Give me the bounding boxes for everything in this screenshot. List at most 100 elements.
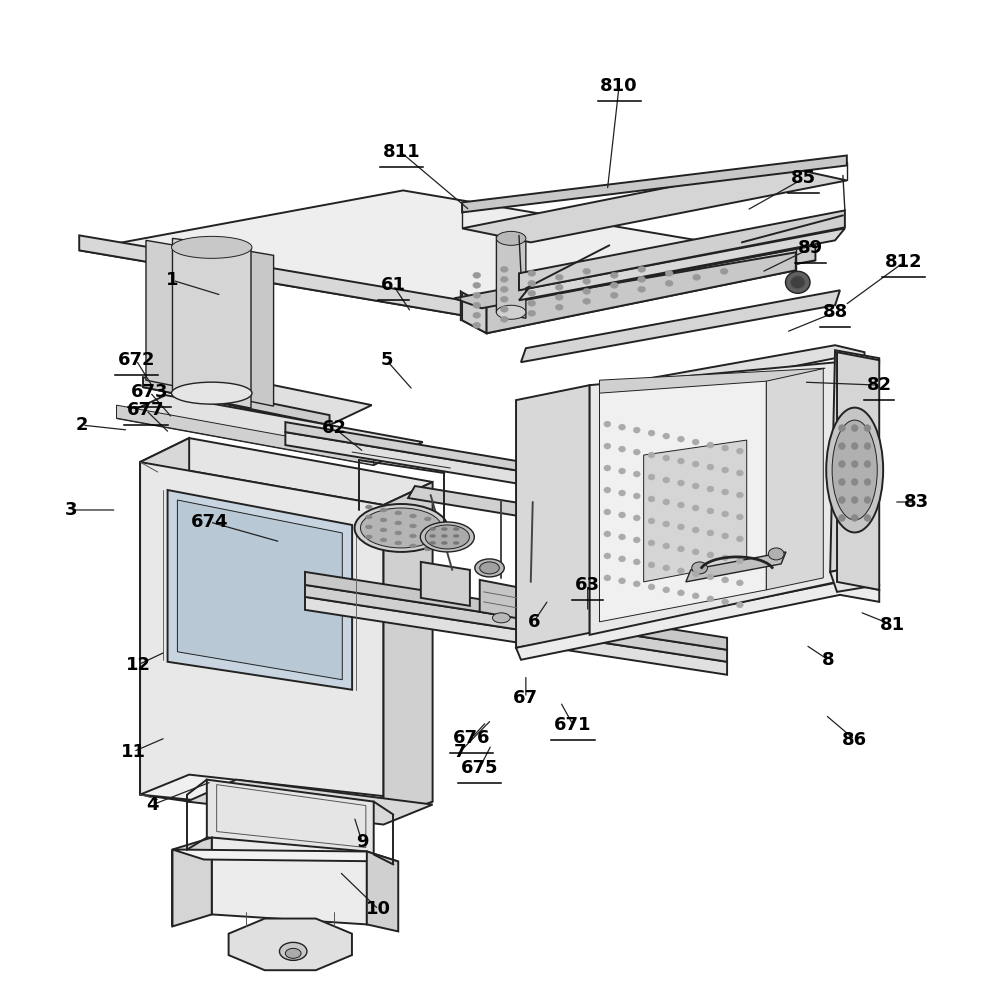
Ellipse shape [722, 577, 728, 583]
Polygon shape [838, 352, 879, 590]
Ellipse shape [851, 443, 858, 450]
Ellipse shape [736, 536, 743, 542]
Ellipse shape [864, 497, 871, 503]
Polygon shape [487, 252, 796, 333]
Polygon shape [383, 482, 433, 820]
Ellipse shape [692, 571, 699, 577]
Polygon shape [462, 165, 846, 242]
Ellipse shape [648, 474, 655, 480]
Text: 672: 672 [117, 351, 155, 369]
Polygon shape [516, 582, 879, 660]
Ellipse shape [693, 274, 701, 280]
Polygon shape [211, 838, 367, 924]
Ellipse shape [677, 524, 684, 530]
Ellipse shape [692, 562, 708, 574]
Ellipse shape [638, 286, 646, 292]
Ellipse shape [618, 556, 625, 562]
Ellipse shape [604, 531, 610, 537]
Ellipse shape [838, 425, 845, 432]
Polygon shape [480, 580, 521, 619]
Ellipse shape [707, 442, 714, 448]
Polygon shape [686, 552, 786, 582]
Ellipse shape [648, 562, 655, 568]
Ellipse shape [648, 584, 655, 590]
Polygon shape [516, 385, 590, 648]
Ellipse shape [528, 310, 536, 316]
Ellipse shape [441, 541, 447, 544]
Ellipse shape [618, 468, 625, 474]
Ellipse shape [425, 537, 432, 541]
Polygon shape [177, 500, 342, 680]
Polygon shape [285, 432, 737, 520]
Ellipse shape [425, 547, 432, 551]
Ellipse shape [380, 508, 387, 512]
Text: 674: 674 [191, 513, 228, 531]
Ellipse shape [722, 533, 728, 539]
Ellipse shape [426, 525, 470, 549]
Ellipse shape [663, 499, 669, 505]
Ellipse shape [380, 518, 387, 522]
Ellipse shape [610, 272, 618, 278]
Ellipse shape [707, 530, 714, 536]
Polygon shape [421, 562, 470, 606]
Ellipse shape [790, 276, 805, 289]
Text: 6: 6 [528, 613, 540, 631]
Ellipse shape [366, 505, 373, 509]
Polygon shape [80, 190, 816, 320]
Ellipse shape [838, 443, 845, 450]
Ellipse shape [838, 479, 845, 486]
Text: 61: 61 [380, 276, 406, 294]
Ellipse shape [692, 461, 699, 467]
Ellipse shape [421, 522, 475, 552]
Text: 62: 62 [322, 419, 347, 437]
Ellipse shape [410, 514, 417, 518]
Ellipse shape [618, 424, 625, 430]
Ellipse shape [663, 433, 669, 439]
Ellipse shape [663, 565, 669, 571]
Polygon shape [141, 438, 433, 505]
Ellipse shape [736, 580, 743, 586]
Ellipse shape [648, 518, 655, 524]
Ellipse shape [736, 602, 743, 608]
Ellipse shape [410, 524, 417, 528]
Ellipse shape [722, 467, 728, 473]
Ellipse shape [707, 596, 714, 602]
Text: 812: 812 [885, 253, 923, 271]
Polygon shape [285, 422, 737, 507]
Polygon shape [229, 919, 352, 970]
Ellipse shape [677, 568, 684, 574]
Polygon shape [144, 377, 329, 425]
Polygon shape [172, 238, 251, 408]
Ellipse shape [610, 282, 618, 288]
Polygon shape [521, 290, 839, 362]
Ellipse shape [583, 268, 591, 274]
Ellipse shape [663, 455, 669, 461]
Ellipse shape [633, 449, 640, 455]
Ellipse shape [677, 546, 684, 552]
Polygon shape [600, 368, 826, 393]
Ellipse shape [633, 427, 640, 433]
Ellipse shape [722, 599, 728, 605]
Ellipse shape [473, 322, 481, 328]
Polygon shape [462, 258, 796, 333]
Ellipse shape [722, 511, 728, 517]
Ellipse shape [473, 302, 481, 308]
Polygon shape [172, 850, 398, 861]
Ellipse shape [864, 479, 871, 486]
Ellipse shape [410, 534, 417, 538]
Ellipse shape [827, 408, 883, 532]
Polygon shape [519, 210, 844, 290]
Ellipse shape [500, 316, 508, 322]
Ellipse shape [722, 555, 728, 561]
Ellipse shape [663, 521, 669, 527]
Ellipse shape [430, 541, 435, 544]
Polygon shape [145, 240, 175, 386]
Ellipse shape [722, 445, 728, 451]
Ellipse shape [500, 266, 508, 272]
Text: 675: 675 [461, 759, 498, 777]
Ellipse shape [473, 272, 481, 278]
Polygon shape [244, 250, 273, 406]
Ellipse shape [838, 514, 845, 521]
Ellipse shape [838, 497, 845, 503]
Ellipse shape [722, 489, 728, 495]
